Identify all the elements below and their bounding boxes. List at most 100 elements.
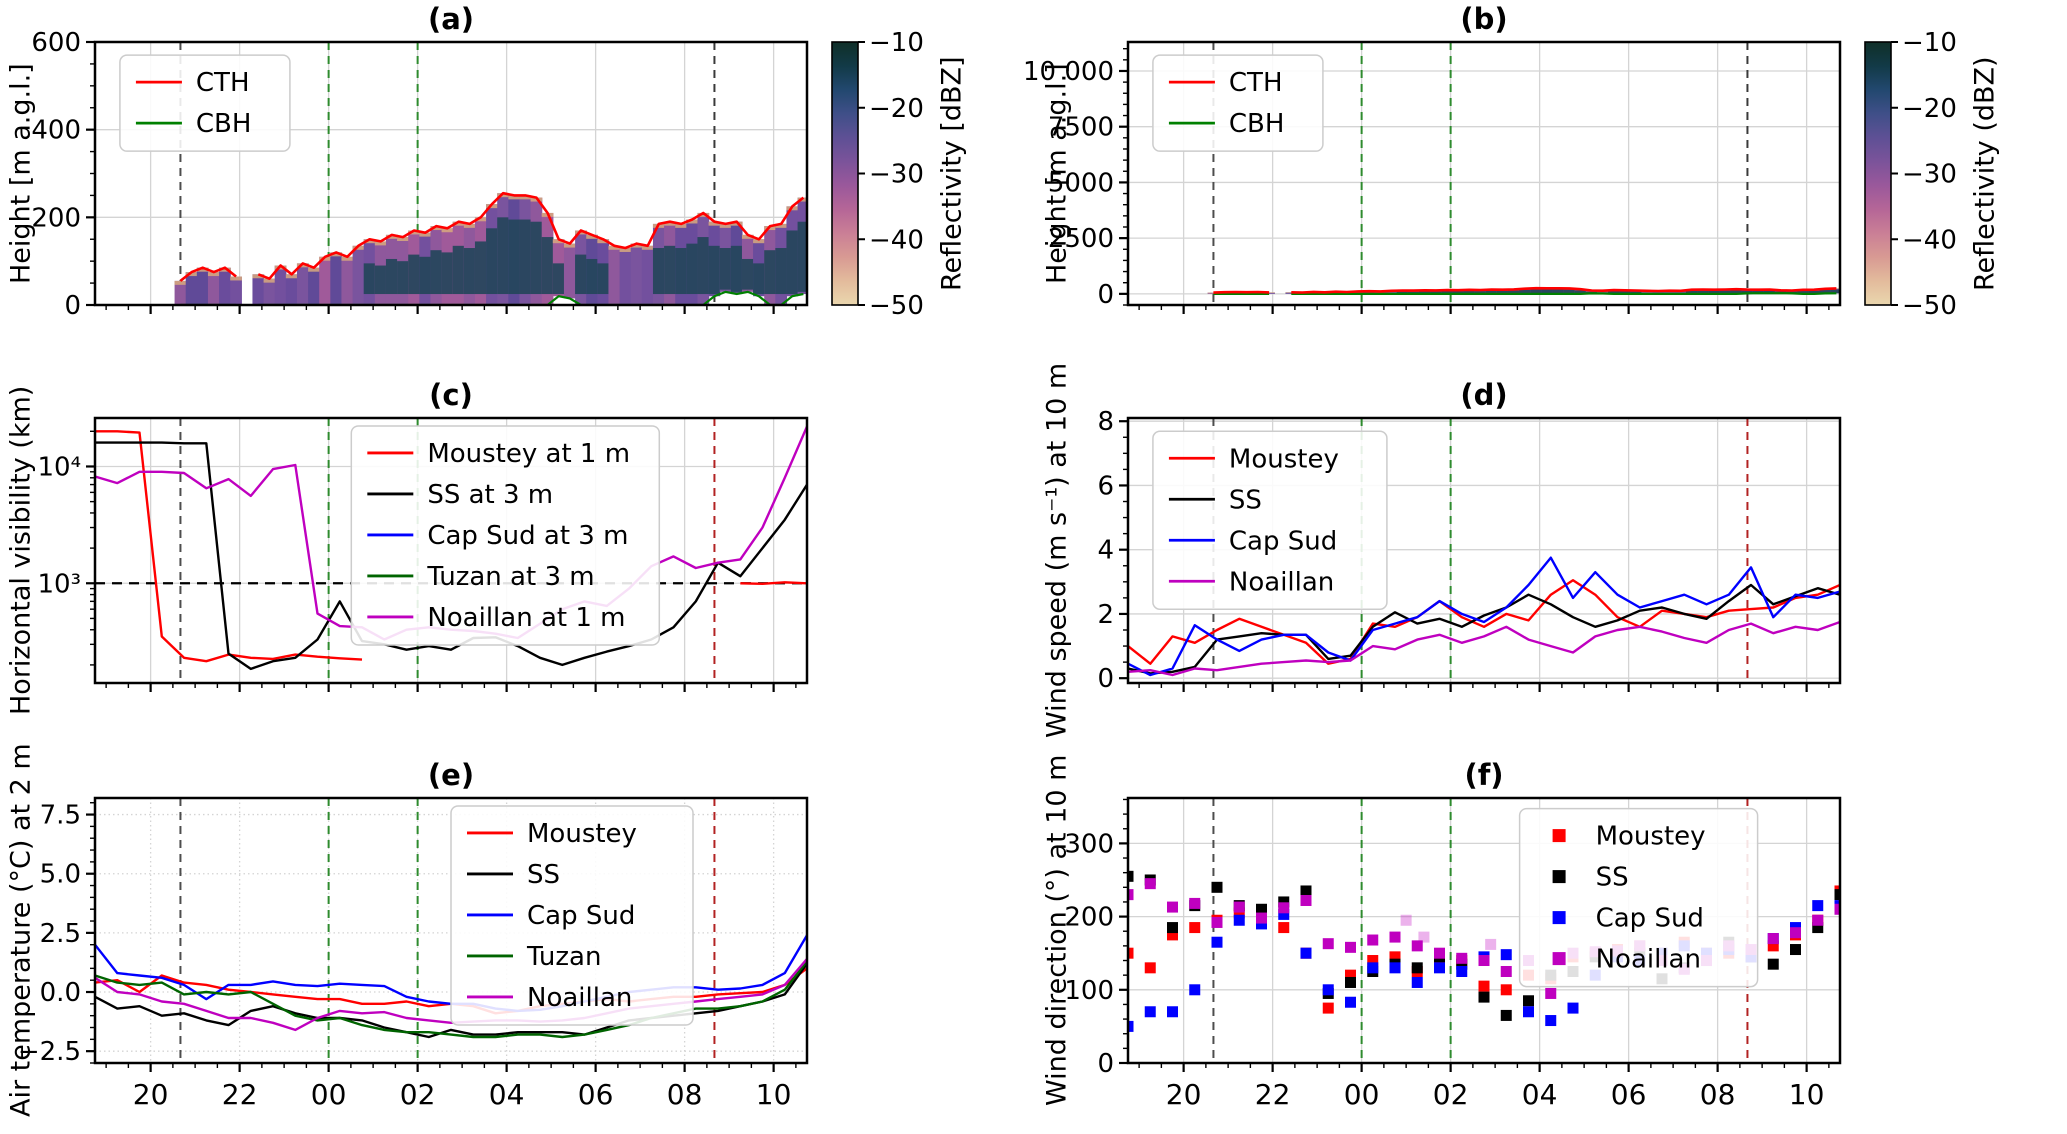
colorbar-tick-label: −30 [869, 160, 924, 190]
y-tick-label: 400 [31, 116, 81, 146]
reflectivity-column [641, 245, 654, 305]
legend-label: CBH [196, 109, 252, 139]
point-Cap Sud [1523, 1006, 1534, 1018]
panel-c: Moustey at 1 m SS at 3 m Cap Sud at 3 m Tuz… [37, 416, 809, 692]
legend-box [1518, 807, 1759, 988]
y-tick-label: 0 [1097, 280, 1114, 310]
reflectivity-column [230, 276, 242, 305]
point-Moustey [1767, 940, 1779, 952]
colorbar-tick-label: −40 [1902, 225, 1957, 255]
x-tick-label: 08 [667, 1078, 703, 1111]
point-Noaillan [1167, 901, 1178, 913]
point-Moustey [1189, 922, 1201, 934]
point-SS [1411, 962, 1423, 974]
point-Moustey [1167, 929, 1178, 941]
point-Cap Sud [1189, 984, 1201, 996]
y-tick-label: −2.5 [18, 1037, 81, 1067]
legend-box [350, 425, 661, 646]
x-tick-label: 06 [1611, 1078, 1647, 1111]
x-tick-label: 02 [1433, 1078, 1469, 1111]
legend-label: SS [1229, 485, 1262, 515]
reflectivity-column [196, 267, 209, 305]
reflectivity-colorbar [832, 42, 858, 305]
x-tick-label: 08 [1700, 1078, 1736, 1111]
point-Cap Sud [1211, 936, 1223, 948]
point-Noaillan [1345, 941, 1356, 953]
legend-label: Cap Sud [527, 901, 635, 931]
panel-d-ylabel: Wind speed (m s⁻¹) at 10 m [1041, 362, 1073, 739]
reflectivity-column [274, 265, 287, 305]
point-Cap Sud [1456, 965, 1468, 977]
point-Cap Sud [1144, 1006, 1156, 1018]
y-tick-label: 200 [31, 203, 81, 233]
x-tick-label: 00 [1344, 1078, 1380, 1111]
legend-label: Cap Sud [1596, 904, 1704, 934]
legend-box [1152, 54, 1324, 152]
point-SS [1278, 896, 1290, 908]
reflectivity-column [219, 267, 231, 305]
point-Noaillan [1790, 927, 1801, 939]
reflectivity-column [630, 243, 643, 305]
reflectivity-column [296, 263, 309, 305]
y-tick-label: 6 [1097, 471, 1114, 501]
colorbar-a-label: Reflectivity [dBZ] [936, 56, 968, 291]
point-Cap Sud [1545, 1015, 1557, 1027]
point-Cap Sud [1278, 908, 1290, 920]
panel-a-title: (a) [427, 2, 475, 36]
point-Noaillan [1500, 965, 1512, 977]
point-Cap Sud [1256, 918, 1267, 930]
reflectivity-column [285, 274, 298, 305]
point-Cap Sud [1434, 962, 1445, 974]
point-Noaillan [1456, 952, 1468, 964]
reflectivity-column [1385, 290, 1398, 294]
legend-label: CTH [1229, 68, 1283, 98]
point-SS [1167, 922, 1178, 934]
legend-label: Noaillan [527, 983, 632, 1013]
legend-marker-Noaillan [1552, 952, 1566, 966]
point-faded [1485, 938, 1497, 950]
colorbar-tick-label: −30 [1902, 160, 1957, 190]
point-Cap Sud [1345, 996, 1356, 1008]
y-tick-label: 10⁴ [37, 452, 81, 482]
x-tick-label: 20 [1166, 1078, 1202, 1111]
reflectivity-column [207, 272, 220, 305]
point-Cap Sud [1367, 962, 1379, 974]
legend-label: Moustey [1229, 444, 1339, 474]
panel-b-ylabel: Height [m a.g.l.] [1041, 63, 1073, 284]
legend-box [119, 54, 291, 152]
point-SS [1456, 958, 1468, 970]
reflectivity-column [263, 278, 276, 305]
colorbar-b-label: Reflectivity (dBZ) [1969, 56, 2001, 291]
legend-marker-Cap Sud [1552, 911, 1566, 925]
point-Noaillan [1834, 903, 1840, 915]
panel-f: Moustey SS Cap Sud Noaillan 20 22 00 02 04 06 08 10… [1064, 796, 1842, 1111]
legend-label: CBH [1229, 109, 1285, 139]
panel-d-title: (d) [1460, 378, 1508, 412]
cth-line [1213, 286, 1837, 294]
legend-label: Cap Sud at 3 m [427, 521, 628, 551]
colorbar-tick-label: −50 [869, 291, 924, 321]
x-tick-label: 04 [1522, 1078, 1558, 1111]
colorbar-tick-label: −10 [869, 28, 924, 58]
legend-label: SS at 3 m [427, 480, 553, 510]
point-Noaillan [1411, 940, 1423, 952]
legend-label: Moustey at 1 m [427, 439, 630, 469]
legend-box [450, 805, 694, 1026]
reflectivity-column [1652, 290, 1665, 294]
x-tick-label: 20 [133, 1078, 169, 1111]
point-Noaillan [1300, 894, 1312, 906]
legend-label: Noaillan [1596, 945, 1701, 975]
reflectivity-column [1674, 290, 1687, 294]
point-SS [1478, 991, 1490, 1003]
y-tick-label: 2.5 [40, 919, 81, 949]
colorbar-tick-label: −20 [1902, 94, 1957, 124]
legend-label: Tuzan [526, 942, 601, 972]
legend-label: Tuzan at 3 m [426, 562, 594, 592]
y-tick-label: 300 [1064, 829, 1114, 859]
y-tick-label: 5.0 [40, 860, 81, 890]
cbh-line [180, 290, 804, 305]
point-SS [1767, 958, 1779, 970]
point-faded [1418, 931, 1430, 943]
point-Moustey [1345, 969, 1356, 981]
